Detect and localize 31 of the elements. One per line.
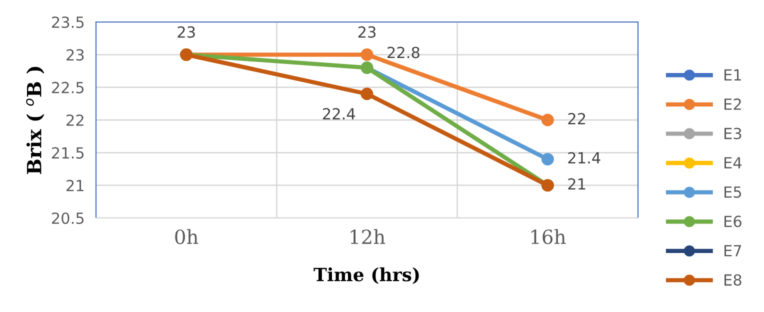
y-tick-label: 22 [66,114,84,126]
data-label: 21 [568,178,586,190]
x-tick-label: 0h [175,229,198,244]
point [541,114,554,126]
point [541,152,554,166]
data-label: 21.4 [568,152,600,164]
y-tick-label: 22.5 [52,82,84,94]
x-tick-label: 16h [531,229,566,244]
y-tick-label: 21.5 [52,147,84,159]
data-label: 23 [178,26,195,38]
legend-label: E8 [724,274,742,286]
legend-label: E6 [724,216,742,228]
legend-label: E2 [724,98,741,110]
legend-label: E4 [724,157,742,168]
legend-label: E1 [724,69,741,80]
x-tick-label: 12h [350,229,386,244]
data-label: 22 [568,112,586,124]
y-tick-label: 20.5 [52,212,84,224]
point [360,48,374,61]
data-label: 22.4 [322,108,356,120]
data-label: 23 [358,26,376,38]
legend-label: E5 [724,186,742,198]
y-tick-label: 21 [66,180,84,192]
point [360,88,374,100]
data-label: 22.8 [388,46,420,58]
legend-label: E3 [724,128,742,140]
x-axis-title: Time (hrs) [314,267,419,284]
y-axis-title: Brix ( $^{o}$B ) [26,66,44,174]
y-tick-label: 23 [66,49,84,61]
legend-label: E7 [724,245,742,256]
y-tick-label: 23.5 [52,16,84,28]
